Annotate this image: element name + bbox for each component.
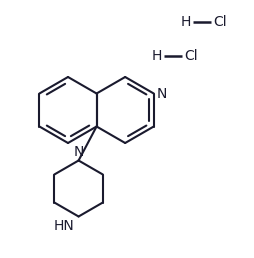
Text: N: N <box>73 144 84 158</box>
Text: H: H <box>152 49 162 63</box>
Text: Cl: Cl <box>184 49 198 63</box>
Text: HN: HN <box>54 219 75 232</box>
Text: Cl: Cl <box>213 15 227 29</box>
Text: H: H <box>181 15 191 29</box>
Text: N: N <box>157 86 167 101</box>
